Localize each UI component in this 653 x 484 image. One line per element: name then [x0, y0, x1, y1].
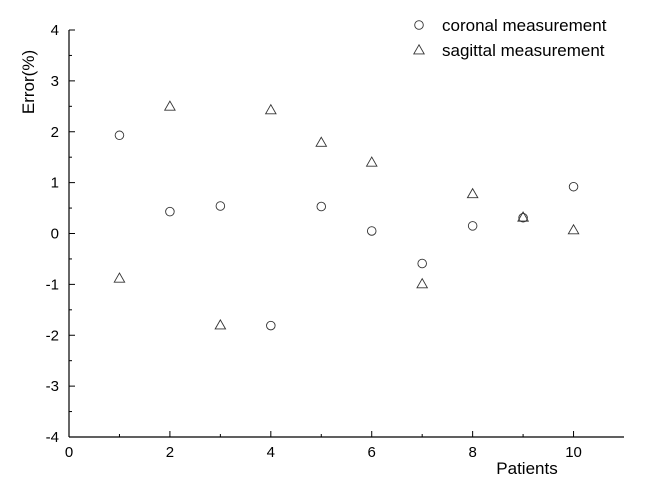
y-tick-label: -1: [46, 276, 59, 293]
y-tick-label: 3: [51, 73, 59, 90]
x-tick-label: 0: [65, 444, 73, 461]
coronal-point: [114, 130, 125, 141]
x-tick-label: 10: [565, 444, 582, 461]
series-circle: [114, 130, 579, 331]
coronal-point: [568, 181, 579, 192]
x-axis-title: Patients: [496, 459, 557, 478]
sagittal-point: [567, 223, 580, 235]
sagittal-point: [163, 100, 176, 111]
axes: [68, 30, 624, 438]
coronal-point: [417, 258, 427, 269]
sagittal-point: [517, 211, 530, 222]
coronal-point: [467, 221, 478, 231]
coronal-point: [215, 201, 226, 211]
x-tick-label: 2: [166, 444, 174, 461]
legend-marker-circle: [414, 20, 424, 30]
y-tick-label: -2: [46, 327, 59, 344]
series-triangle: [113, 100, 580, 330]
y-tick-label: -3: [46, 378, 59, 395]
legend-marker-triangle: [413, 43, 425, 55]
sagittal-point: [264, 103, 277, 115]
sagittal-point: [365, 156, 378, 167]
ticks: 0 2 4 6 8 10 -4 -3 -2 -1 0 1 2 3 4: [46, 22, 582, 461]
y-tick-label: -4: [46, 429, 59, 446]
legend-label: coronal measurement: [442, 16, 607, 35]
y-tick-label: 1: [51, 175, 59, 192]
y-tick-label: 4: [51, 22, 59, 39]
sagittal-point: [416, 277, 429, 289]
x-tick-label: 8: [468, 444, 476, 461]
sagittal-point: [113, 272, 126, 283]
legend: coronal measurement sagittal measurement: [413, 16, 607, 60]
x-tick-label: 4: [267, 444, 275, 461]
coronal-point: [266, 320, 276, 331]
sagittal-point: [466, 187, 479, 199]
y-axis-title: Error(%): [19, 50, 38, 114]
y-tick-label: 2: [51, 124, 59, 141]
sagittal-point: [315, 136, 328, 147]
coronal-point: [366, 226, 377, 236]
sagittal-point: [214, 318, 227, 330]
y-tick-label: 0: [51, 226, 59, 243]
data-points: [113, 100, 580, 331]
coronal-point: [316, 201, 327, 212]
x-tick-label: 6: [368, 444, 376, 461]
coronal-point: [165, 206, 175, 217]
legend-label: sagittal measurement: [442, 41, 605, 60]
coronal-point: [518, 212, 528, 223]
